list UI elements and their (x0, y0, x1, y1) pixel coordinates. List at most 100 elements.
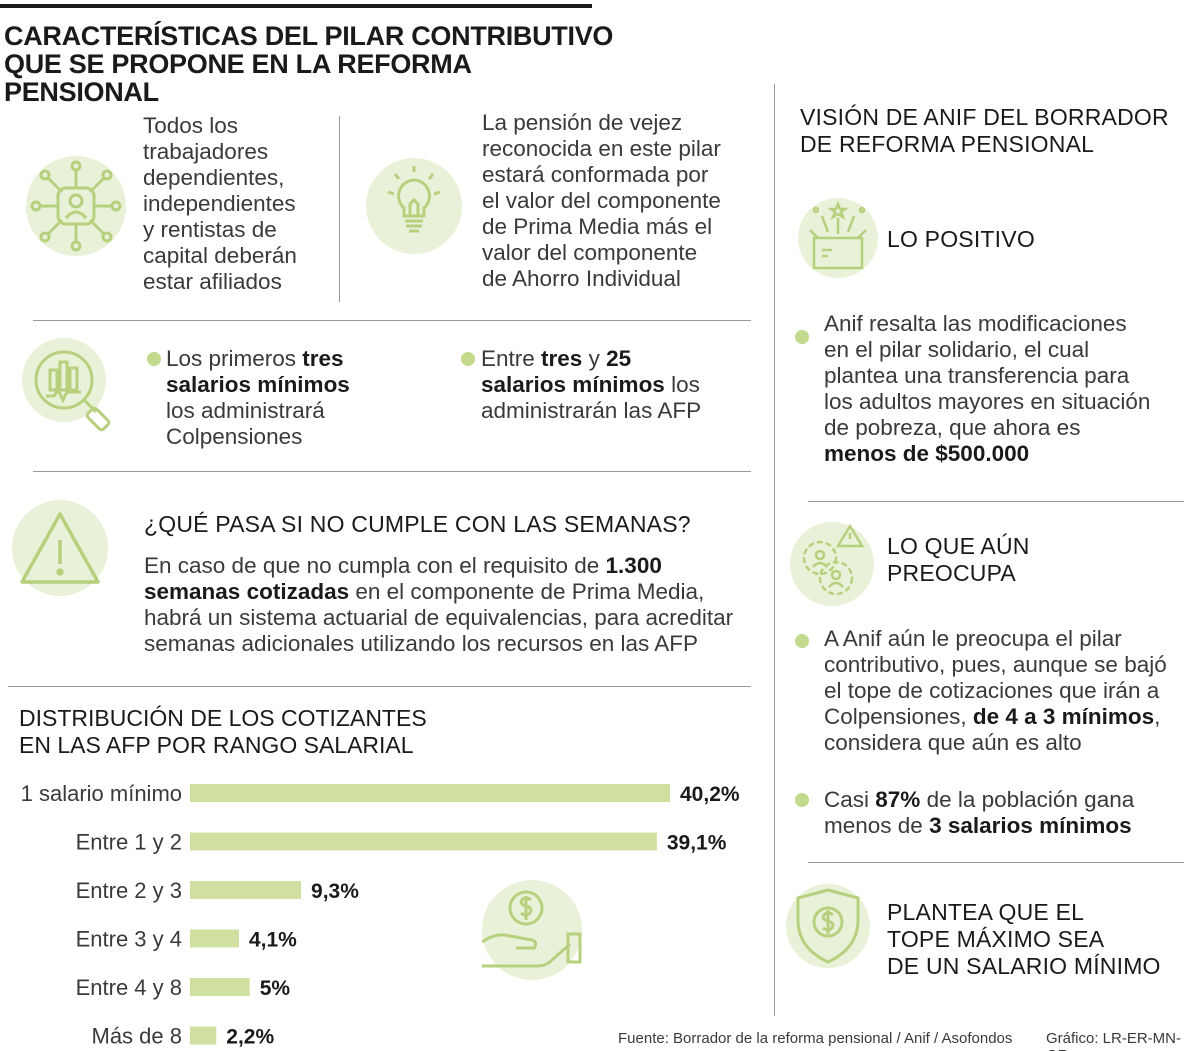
bar (190, 881, 302, 899)
section-divider (8, 686, 751, 687)
bar (190, 1026, 217, 1045)
text-line: DE UN SALARIO MÍNIMO (887, 953, 1161, 979)
weeks-text: En caso de que no cumpla con el requisit… (144, 553, 769, 657)
category-label: Entre 1 y 2 (76, 830, 182, 855)
bullet-dot (147, 352, 161, 366)
positive-label: LO POSITIVO (887, 226, 1035, 252)
text-span: , (1154, 704, 1161, 729)
positive-text: Anif resalta las modificaciones en el pi… (824, 311, 1184, 467)
section-divider (33, 320, 751, 321)
text-line: el tope de cotizaciones que irán a (824, 678, 1160, 703)
text-line: administrarán las AFP (481, 398, 702, 423)
pension-text: La pensión de vejez reconocida en este p… (482, 110, 762, 292)
population-text: Casi 87% de la población gana menos de 3… (824, 787, 1194, 839)
value-label: 39,1% (667, 832, 727, 855)
text-bold: salarios mínimos (481, 372, 665, 397)
lightbulb-icon (366, 158, 462, 254)
text-line: los administrará (166, 398, 325, 423)
text-span: los (664, 372, 700, 397)
text-line: considera que aún es alto (824, 730, 1082, 755)
text-line: estar afiliados (143, 269, 282, 294)
bullet-dot (795, 634, 809, 648)
concern-label-line-1: LO QUE AÚN (887, 533, 1030, 559)
concern-label: LO QUE AÚN PREOCUPA (887, 533, 1107, 587)
bar (190, 784, 670, 802)
text-bold: 87% (875, 787, 921, 812)
text-bold: tres (302, 346, 344, 371)
afp-text: Entre tres y 25 salarios mínimos los adm… (481, 346, 761, 424)
block-divider (339, 116, 340, 302)
text-bold: salarios mínimos (166, 372, 350, 397)
value-label: 2,2% (226, 1026, 274, 1049)
text-span: En caso de que no cumpla con el requisit… (144, 553, 606, 578)
bar-chart: 1 salario mínimo 40,2% Entre 1 y 2 39,1% Ent… (21, 781, 740, 1049)
text-span: Casi (824, 787, 876, 812)
shield-dollar-icon (786, 884, 870, 968)
value-label: 40,2% (680, 783, 740, 806)
chart-title-line-2: EN LAS AFP POR RANGO SALARIAL (19, 732, 414, 758)
category-label: Entre 4 y 8 (76, 975, 182, 1000)
text-line: de Prima Media más el (482, 214, 713, 239)
text-bold: de 4 a 3 mínimos (972, 704, 1155, 729)
text-bold: 3 salarios mínimos (929, 813, 1132, 838)
affiliates-text: Todos los trabajadores dependientes, ind… (143, 113, 333, 295)
text-line: Colpensiones (166, 424, 303, 449)
text-line: dependientes, (143, 165, 285, 190)
bullet-dot (795, 330, 809, 344)
text-line: los adultos mayores en situación (824, 389, 1151, 414)
text-line: el valor del componente (482, 188, 721, 213)
text-line: valor del componente (482, 240, 698, 265)
text-line: contributivo, pues, aunque se bajó (824, 652, 1167, 677)
section-divider (808, 501, 1184, 502)
text-line: de Ahorro Individual (482, 266, 681, 291)
text-span: Entre (481, 346, 542, 371)
proposal-text: PLANTEA QUE EL TOPE MÁXIMO SEA DE UN SAL… (887, 899, 1187, 980)
bar (190, 929, 239, 948)
right-title: VISIÓN DE ANIF DEL BORRADOR DE REFORMA P… (800, 104, 1180, 158)
text-line: Anif resalta las modificaciones (824, 311, 1127, 336)
text-bold: semanas cotizadas (144, 579, 350, 604)
text-line: reconocida en este pilar (482, 136, 721, 161)
page-title-line-2: QUE SE PROPONE EN LA REFORMA PENSIONAL (4, 49, 471, 107)
chart-title: DISTRIBUCIÓN DE LOS COTIZANTES EN LAS AF… (19, 705, 459, 759)
section-divider (808, 862, 1184, 863)
text-line: y rentistas de (143, 217, 277, 242)
bullet-dot (461, 352, 475, 366)
category-label: 1 salario mínimo (21, 781, 182, 806)
text-line: A Anif aún le preocupa el pilar (824, 626, 1122, 651)
text-span: en el componente de Prima Media, (349, 579, 705, 604)
bullet-dot (795, 793, 809, 807)
text-line: independientes (143, 191, 296, 216)
gear-people-warning-icon (790, 522, 874, 606)
page-title: CARACTERÍSTICAS DEL PILAR CONTRIBUTIVO Q… (4, 22, 624, 106)
column-divider (774, 84, 775, 1016)
text-line: de pobreza, que ahora es (824, 415, 1081, 440)
text-bold: 1.300 (605, 553, 662, 578)
text-span: y (582, 346, 607, 371)
text-line: TOPE MÁXIMO SEA (887, 926, 1105, 952)
text-span: de la población gana (920, 787, 1135, 812)
right-title-line-2: DE REFORMA PENSIONAL (800, 131, 1095, 157)
right-title-line-1: VISIÓN DE ANIF DEL BORRADOR (800, 104, 1169, 130)
dollar-hand-icon (482, 880, 582, 980)
text-line: semanas adicionales utilizando los recur… (144, 631, 699, 656)
text-line: habrá un sistema actuarial de equivalenc… (144, 605, 734, 630)
warning-triangle-icon (12, 500, 108, 596)
text-line: estará conformada por (482, 162, 709, 187)
text-line: Todos los (143, 113, 239, 138)
bar (190, 832, 657, 851)
category-label: Más de 8 (92, 1024, 183, 1049)
concern-label-line-2: PREOCUPA (887, 560, 1016, 586)
weeks-heading: ¿QUÉ PASA SI NO CUMPLE CON LAS SEMANAS? (144, 511, 691, 537)
text-bold: menos de $500.000 (824, 441, 1030, 466)
text-line: plantea una transferencia para (824, 363, 1130, 388)
section-divider (33, 471, 751, 472)
gift-box-icon (798, 198, 878, 278)
category-label: Entre 3 y 4 (76, 927, 182, 952)
text-line: capital deberán (143, 243, 297, 268)
chart-magnifier-icon (22, 338, 111, 432)
category-label: Entre 2 y 3 (76, 878, 182, 903)
value-label: 9,3% (311, 880, 359, 903)
network-people-icon (26, 156, 126, 256)
value-label: 4,1% (249, 929, 297, 952)
